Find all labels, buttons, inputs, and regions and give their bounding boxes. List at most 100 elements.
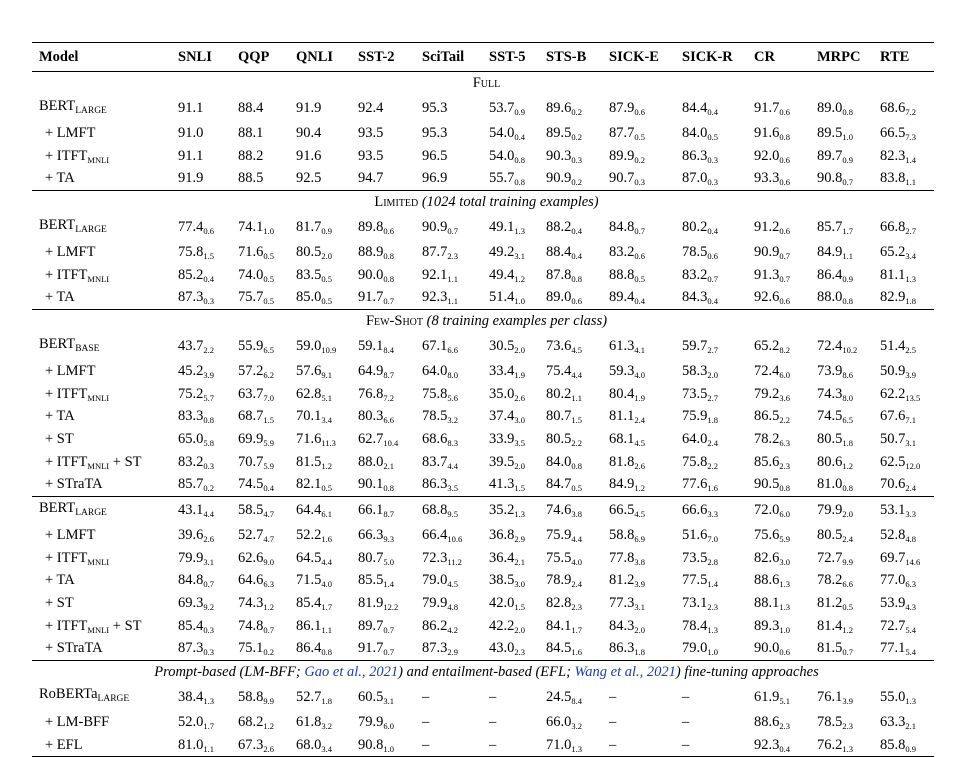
table-cell: 52.21.6	[296, 524, 358, 547]
table-cell: 83.50.5	[296, 264, 358, 287]
table-row: + ITFTMNLI + ST 83.20.3 70.75.9 81.51.2 88.0…	[32, 451, 934, 474]
table-cell: 82.82.3	[546, 592, 609, 615]
table-cell: 68.21.2	[238, 711, 296, 734]
table-cell: 69.714.6	[880, 547, 934, 570]
table-cell: 70.62.4	[880, 473, 934, 496]
model-variant: + TA	[45, 408, 75, 425]
table-cell: 78.41.3	[682, 615, 754, 638]
cell-std: 1.4	[383, 579, 394, 590]
cell-value: 41.3	[489, 476, 515, 493]
cell-std: 1.8	[321, 695, 332, 706]
cell-value: 66.6	[682, 502, 708, 519]
cell-value: 88.0	[817, 289, 843, 306]
table-cell: 84.32.0	[609, 615, 682, 638]
cell-std: 0.4	[263, 483, 274, 494]
table-cell: –	[682, 683, 754, 711]
table-cell: 90.70.3	[609, 167, 682, 190]
cell-value: 52.0	[178, 714, 204, 731]
table-cell: 90.4	[296, 122, 358, 145]
table-cell: 82.31.4	[880, 145, 934, 168]
table-cell: 68.71.5	[238, 405, 296, 428]
cell-value: 77.1	[880, 640, 906, 657]
table-cell: 86.52.2	[754, 405, 817, 428]
cell-value: 59.0	[296, 338, 322, 355]
cell-value: 33.9	[489, 430, 515, 447]
table-cell: 88.11.3	[754, 592, 817, 615]
cell-value: 75.9	[546, 527, 572, 544]
cell-std: 1.2	[514, 273, 525, 284]
table-cell: 62.85.1	[296, 383, 358, 406]
cell-value: 72.0	[754, 502, 780, 519]
cell-value: 78.9	[546, 572, 572, 589]
cell-std: 4.5	[447, 579, 458, 590]
cell-std: 6.3	[905, 579, 916, 590]
cell-value: 87.8	[546, 266, 572, 283]
cell-value: 91.9	[296, 100, 322, 117]
table-cell: 65.23.4	[880, 241, 934, 264]
cell-value: 76.1	[817, 688, 843, 705]
cell-std: 0.3	[203, 460, 214, 471]
cell-value: 93.5	[358, 147, 384, 164]
table-row: + TA 83.30.8 68.71.5 70.13.4 80.36.6 78.53.2 3…	[32, 405, 934, 428]
table-cell: 89.80.6	[358, 214, 422, 242]
table-cell: 89.70.9	[817, 145, 880, 168]
table-cell: 77.40.6	[178, 214, 238, 242]
cell-value: 61.8	[296, 714, 322, 731]
table-cell: 65.28.2	[754, 333, 817, 361]
table-cell: 51.67.0	[682, 524, 754, 547]
cell-std: 0.5	[263, 273, 274, 284]
cell-std: 1.3	[571, 743, 582, 754]
table-cell: 84.40.4	[682, 95, 754, 123]
section-title: Full	[472, 75, 501, 91]
table-cell: 79.04.5	[422, 569, 489, 592]
table-cell: 67.16.6	[422, 333, 489, 361]
cell-std: 0.6	[779, 107, 790, 118]
cell-value: 90.8	[817, 170, 843, 187]
cell-std: 0.5	[321, 483, 332, 494]
cell-std: 5.6	[447, 392, 458, 403]
model-subscript: LARGE	[75, 507, 107, 518]
cell-std: 3.5	[447, 483, 458, 494]
cell-value: 85.5	[358, 572, 384, 589]
table-cell: 81.912.2	[358, 592, 422, 615]
cell-value: 96.9	[422, 170, 448, 187]
table-cell: 95.3	[422, 95, 489, 123]
model-subscript: LARGE	[75, 105, 107, 116]
cell-std: 2.0	[514, 345, 525, 356]
cell-std: 0.8	[514, 177, 525, 188]
cell-value: 53.7	[489, 100, 515, 117]
cell-value: 70.6	[880, 476, 906, 493]
table-cell: 77.06.3	[880, 569, 934, 592]
cell-value: 67.3	[238, 736, 264, 753]
table-cell: 66.39.3	[358, 524, 422, 547]
table-cell: 61.95.1	[754, 683, 817, 711]
table-cell: 89.00.8	[817, 95, 880, 123]
table-cell: 90.10.8	[358, 473, 422, 496]
model-name: + ITFTMNLI + ST	[32, 615, 178, 638]
model-variant: + ITFT	[45, 617, 88, 634]
table-cell: 37.43.0	[489, 405, 546, 428]
cell-std: 3.1	[905, 437, 916, 448]
cell-std: 0.5	[321, 273, 332, 284]
cell-std: 1.3	[905, 273, 916, 284]
cell-value: 81.5	[817, 640, 843, 657]
table-cell: 83.30.8	[178, 405, 238, 428]
table-cell: 85.80.9	[880, 733, 934, 757]
table-cell: 90.81.0	[358, 733, 422, 757]
cell-value: 85.6	[754, 453, 780, 470]
cell-std: 7.3	[905, 132, 916, 143]
table-cell: 72.79.9	[817, 547, 880, 570]
table-cell: –	[489, 711, 546, 734]
table-cell: 87.90.6	[609, 95, 682, 123]
cell-std: 0.4	[571, 251, 582, 262]
cell-value: 77.3	[609, 595, 635, 612]
cell-value: 61.9	[754, 688, 780, 705]
cell-value: 84.8	[609, 219, 635, 236]
table-cell: 55.96.5	[238, 333, 296, 361]
prompt-text: Prompt-based (LM-BFF;	[154, 663, 305, 680]
cell-value: 93.3	[754, 170, 780, 187]
cell-value: 87.3	[178, 640, 204, 657]
cell-std: 4.2	[447, 624, 458, 635]
cell-std: 0.8	[321, 647, 332, 658]
cell-value: 68.6	[422, 430, 448, 447]
